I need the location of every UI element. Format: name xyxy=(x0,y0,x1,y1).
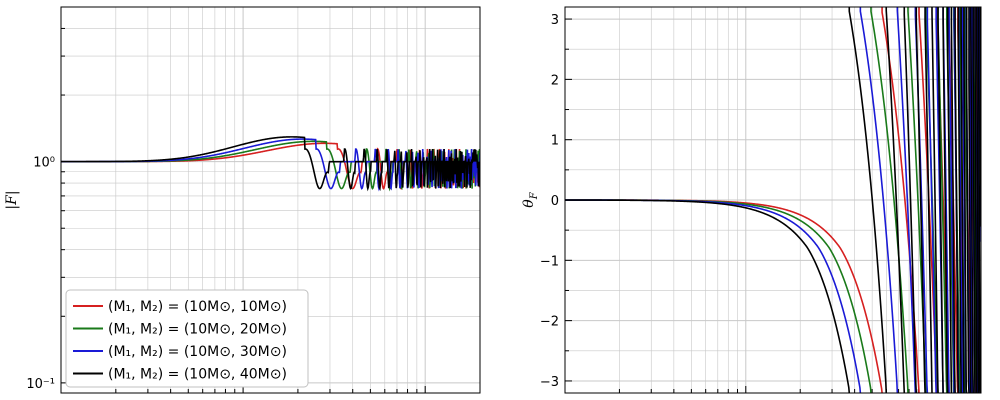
series-group xyxy=(565,7,981,393)
legend-entry: (M₁, M₂) = (10M⊙, 40M⊙) xyxy=(108,367,287,383)
series-group xyxy=(61,136,480,192)
y-tick-label: −2 xyxy=(540,315,559,330)
y-tick-label: 0 xyxy=(551,194,559,209)
legend-entry: (M₁, M₂) = (10M⊙, 10M⊙) xyxy=(108,299,287,315)
y-axis-label: θF xyxy=(521,191,540,207)
series-line xyxy=(61,136,480,192)
y-tick-label: 10⁻¹ xyxy=(26,377,55,392)
phase-panel: 3 2 1 0 −1 −2 −3 θF xyxy=(521,6,982,394)
y-tick-label: 1 xyxy=(551,134,559,149)
plot-frame xyxy=(564,6,982,394)
y-axis-label-sub: F xyxy=(529,191,540,200)
y-tick-label: 10⁰ xyxy=(33,156,55,171)
y-tick-label: 2 xyxy=(551,73,559,88)
y-tick-label: 3 xyxy=(551,13,559,28)
grid xyxy=(564,7,982,393)
legend: (M₁, M₂) = (10M⊙, 10M⊙) (M₁, M₂) = (10M⊙,… xyxy=(65,289,309,388)
plot-frame xyxy=(60,6,481,394)
y-tick-label: −3 xyxy=(540,375,559,390)
legend-box xyxy=(65,289,309,388)
legend-entry: (M₁, M₂) = (10M⊙, 20M⊙) xyxy=(108,322,287,338)
legend-entry: (M₁, M₂) = (10M⊙, 30M⊙) xyxy=(108,344,287,360)
series-line xyxy=(565,7,981,393)
y-axis-label-main: θ xyxy=(521,199,537,208)
y-axis-label: |F| xyxy=(4,190,20,209)
y-tick-label: −1 xyxy=(540,254,559,269)
